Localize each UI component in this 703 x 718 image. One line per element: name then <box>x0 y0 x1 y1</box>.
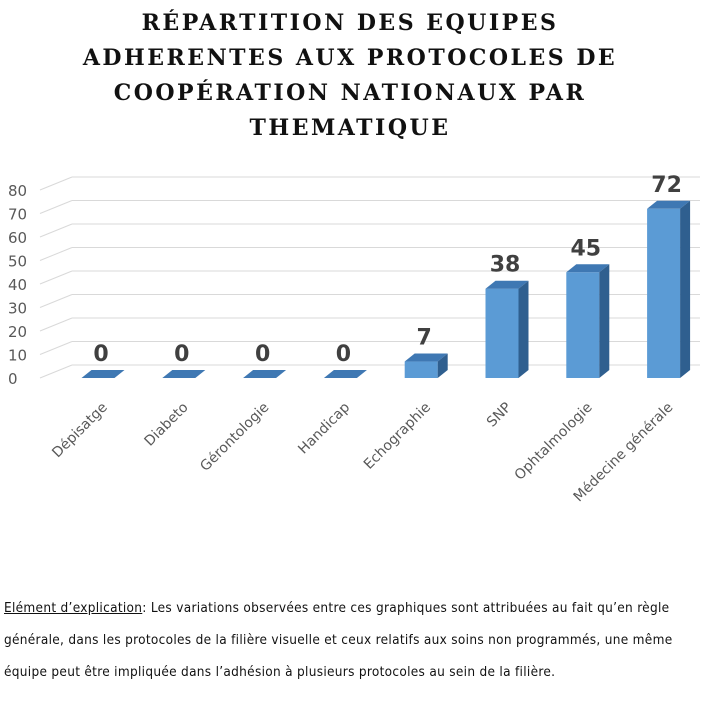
y-tick-label: 0 <box>8 370 18 388</box>
data-label: 0 <box>174 342 189 367</box>
bar-top <box>81 370 125 378</box>
bar-side <box>680 200 691 378</box>
gridline-depth <box>39 294 73 308</box>
y-tick-label: 80 <box>8 182 27 200</box>
data-label: 0 <box>255 342 270 367</box>
data-label: 0 <box>93 342 108 367</box>
bar-side <box>437 353 448 378</box>
gridline-depth <box>39 317 73 332</box>
bar-top <box>323 370 367 378</box>
bar-top <box>647 200 691 209</box>
x-tick-label: Handicap <box>295 399 353 457</box>
bar-side <box>518 280 529 378</box>
x-axis-labels: Dépisatge Diabeto Gérontologie Handicap Echo… <box>49 399 676 505</box>
gridline-depth <box>39 176 73 191</box>
x-tick-label: Dépisatge <box>49 400 111 462</box>
y-tick-label: 30 <box>8 300 27 318</box>
bar-top <box>404 353 448 362</box>
data-label: 38 <box>490 253 521 278</box>
gridline-depth <box>39 223 73 238</box>
bar <box>404 361 438 378</box>
x-tick-label: Echographie <box>361 400 434 473</box>
bar <box>485 288 519 378</box>
y-tick-label: 60 <box>8 229 27 247</box>
bar-top <box>566 264 610 273</box>
y-tick-label: 70 <box>8 206 27 224</box>
chart-grid <box>39 176 700 379</box>
explanation-paragraph: Elément d’explication: Les variations ob… <box>4 592 699 688</box>
gridline-depth <box>39 200 73 214</box>
y-axis-labels: 0 10 20 30 40 50 60 70 80 <box>8 182 27 388</box>
data-label: 7 <box>417 326 432 351</box>
explanation-text: : Les variations observées entre ces gra… <box>4 600 673 680</box>
chart-title: RÉPARTITION DES EQUIPES ADHERENTES AUX P… <box>82 10 618 141</box>
gridline-depth <box>39 247 73 261</box>
x-tick-label: Gérontologie <box>197 400 272 475</box>
bar-top <box>243 370 287 378</box>
data-label: 0 <box>336 342 351 367</box>
y-tick-label: 40 <box>8 276 27 294</box>
data-label: 72 <box>651 173 682 198</box>
bar <box>566 272 600 378</box>
x-tick-label: Ophtalmologie <box>512 400 596 484</box>
gridline-depth <box>39 364 73 379</box>
bar <box>647 208 681 378</box>
data-labels: 0 0 0 0 7 38 45 72 <box>93 173 682 367</box>
bar-top <box>485 280 529 289</box>
y-tick-label: 20 <box>8 323 27 341</box>
bar-side <box>599 264 610 378</box>
data-label: 45 <box>570 236 601 261</box>
explanation-lead: Elément d’explication <box>4 600 143 616</box>
y-tick-label: 50 <box>8 253 27 271</box>
x-tick-label: Diabeto <box>142 400 192 450</box>
y-tick-label: 10 <box>8 347 27 365</box>
bar-top <box>162 370 206 378</box>
bars <box>81 200 691 379</box>
gridline-depth <box>39 341 73 355</box>
gridline-depth <box>39 270 73 285</box>
x-tick-label: SNP <box>484 400 515 431</box>
